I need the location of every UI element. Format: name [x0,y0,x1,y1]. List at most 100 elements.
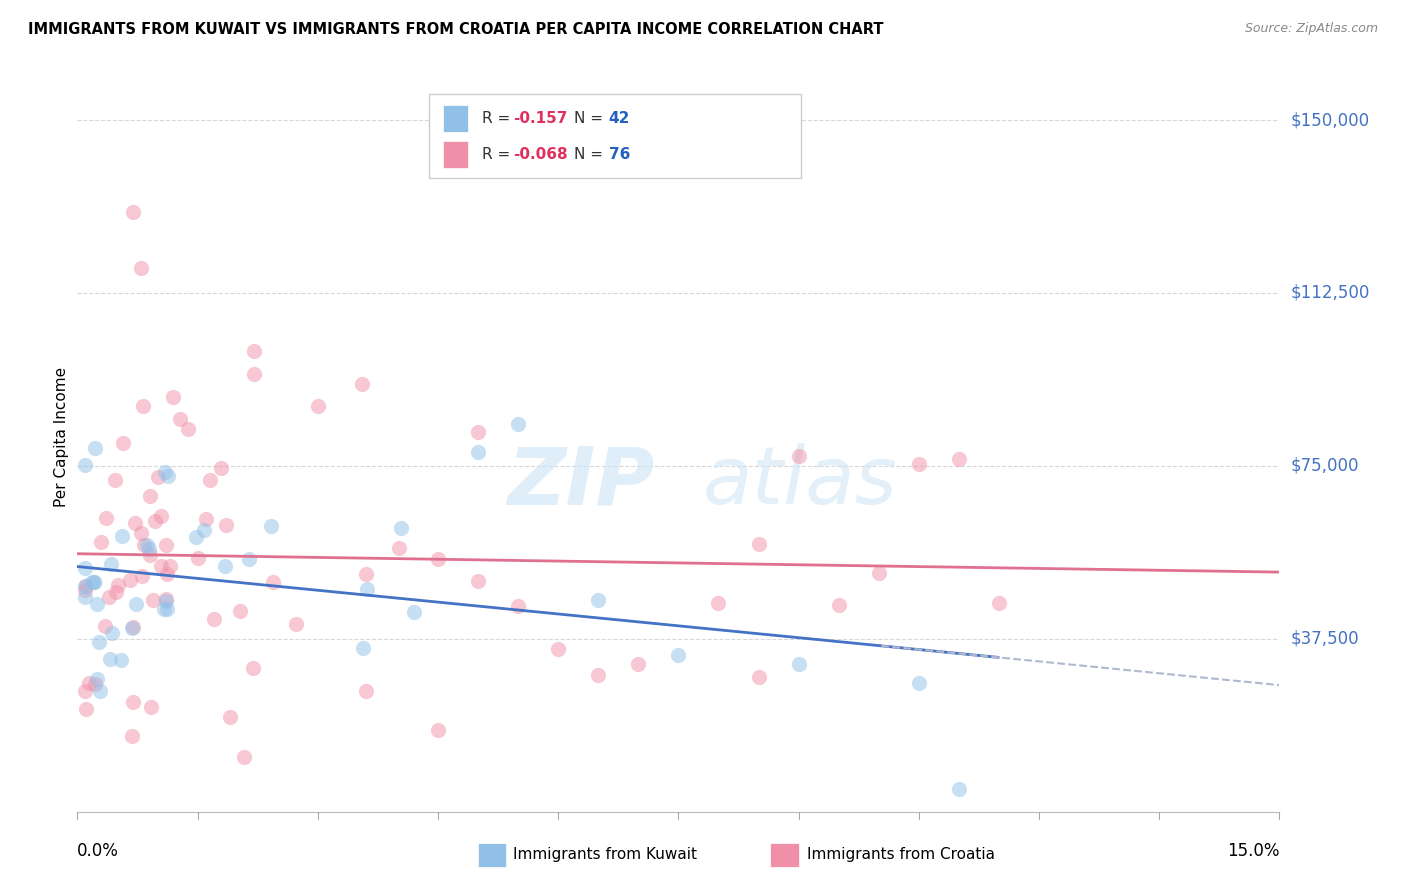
Point [233,750,256,764]
Y-axis label: Per Capita Income: Per Capita Income [53,367,69,508]
Point [195,512,218,526]
Point [122,695,145,709]
Point [149,558,172,573]
Point [124,516,146,530]
Point [668,648,690,662]
Point [141,700,163,714]
Point [84,441,107,455]
Point [467,445,489,459]
Point [260,518,283,533]
Point [202,612,225,626]
Point [627,657,650,671]
Point [118,573,141,587]
Point [426,552,449,566]
Point [121,621,143,635]
Text: ZIP: ZIP [508,443,654,521]
Point [125,597,148,611]
Point [828,598,851,612]
Point [169,412,191,426]
Point [142,593,165,607]
Point [83,575,105,590]
Point [157,469,180,483]
Point [80,574,103,589]
Point [75,590,97,604]
Point [748,670,770,684]
Point [122,620,145,634]
Point [707,596,730,610]
Point [238,551,260,566]
Point [135,538,157,552]
Point [75,560,97,574]
Point [391,521,413,535]
Point [94,619,117,633]
Point [229,604,252,618]
Point [77,676,100,690]
Point [285,616,308,631]
Point [427,723,450,738]
Point [262,575,284,590]
Point [467,574,489,589]
Point [404,605,426,619]
Text: -0.068: -0.068 [513,147,568,161]
Point [787,657,810,672]
Point [354,567,377,582]
Point [75,458,97,472]
Text: Source: ZipAtlas.com: Source: ZipAtlas.com [1244,22,1378,36]
Text: Immigrants from Croatia: Immigrants from Croatia [807,847,995,862]
Point [153,465,176,479]
Point [121,729,143,743]
Point [89,684,111,698]
Point [134,539,156,553]
Point [152,602,174,616]
Point [508,417,530,432]
Point [155,538,177,552]
Point [214,559,236,574]
Point [86,597,108,611]
Text: N =: N = [574,147,607,161]
Point [547,641,569,656]
Text: $75,000: $75,000 [1291,457,1360,475]
Point [156,602,179,616]
Point [156,566,179,581]
Point [155,594,177,608]
Point [588,592,610,607]
Text: 76: 76 [609,147,630,161]
Point [242,367,264,381]
Point [187,551,209,566]
Point [193,524,215,538]
Point [787,449,810,463]
Point [155,592,177,607]
Point [242,660,264,674]
Point [352,640,374,655]
Point [159,558,181,573]
Point [948,781,970,796]
Point [107,578,129,592]
Point [96,511,118,525]
Point [908,457,931,471]
Point [101,626,124,640]
Point [104,473,127,487]
Point [105,585,128,599]
Point [122,205,145,219]
Point [219,710,242,724]
Point [110,653,132,667]
Point [748,537,770,551]
Text: -0.157: -0.157 [513,112,568,126]
Point [388,541,411,556]
Point [215,518,238,533]
Point [83,677,105,691]
Point [149,508,172,523]
Point [111,529,134,543]
Point [162,391,184,405]
Point [948,452,970,467]
Point [83,575,105,590]
Text: N =: N = [574,112,607,126]
Point [75,578,97,592]
Point [111,436,134,450]
Point [200,473,222,487]
Point [307,399,329,413]
Point [148,469,170,483]
Text: Immigrants from Kuwait: Immigrants from Kuwait [513,847,697,862]
Text: 0.0%: 0.0% [77,842,120,860]
Point [176,422,198,436]
